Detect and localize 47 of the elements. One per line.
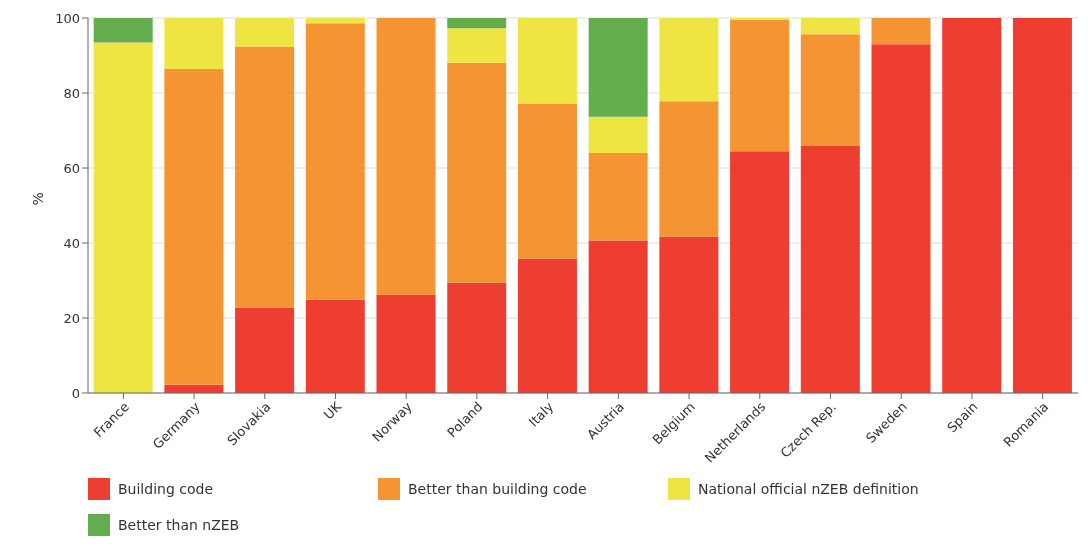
bar — [447, 18, 507, 29]
bar — [588, 116, 648, 153]
bar — [305, 299, 365, 393]
bar — [588, 240, 648, 393]
bar — [588, 18, 648, 117]
bar — [730, 151, 790, 393]
y-tick-label: 80 — [63, 85, 80, 101]
bar — [517, 103, 577, 259]
bar — [93, 42, 153, 393]
bar — [235, 46, 295, 308]
bar — [447, 28, 507, 63]
bar — [659, 236, 719, 393]
bar — [588, 153, 648, 241]
bar — [871, 44, 931, 393]
bar — [1012, 18, 1072, 393]
bar — [447, 62, 507, 283]
bar — [871, 18, 931, 45]
y-tick-label: 20 — [63, 310, 80, 326]
bar — [730, 19, 790, 152]
legend-label: Building code — [118, 481, 214, 497]
y-tick-label: 60 — [63, 160, 80, 176]
bar — [800, 18, 860, 35]
bar — [517, 258, 577, 393]
bar — [305, 18, 365, 24]
bar — [517, 18, 577, 104]
bar — [659, 18, 719, 102]
bar — [376, 294, 436, 393]
bar — [942, 18, 1002, 393]
bar — [800, 145, 860, 393]
y-tick-label: 100 — [55, 10, 80, 26]
y-tick-label: 40 — [63, 235, 80, 251]
x-tick-label: UK — [320, 398, 345, 423]
legend-label: Better than nZEB — [118, 517, 240, 533]
bar — [376, 18, 436, 295]
bar — [305, 23, 365, 300]
bar — [164, 69, 224, 385]
bar — [93, 18, 153, 43]
bar — [659, 101, 719, 237]
bar — [235, 18, 295, 47]
bar — [164, 18, 224, 69]
y-axis-title: % — [29, 192, 46, 206]
y-tick-label: 0 — [71, 385, 80, 401]
bar — [447, 282, 507, 393]
bar — [800, 34, 860, 146]
legend-label: Better than building code — [408, 481, 587, 497]
legend-label: National official nZEB definition — [698, 481, 919, 497]
bar — [235, 307, 295, 393]
